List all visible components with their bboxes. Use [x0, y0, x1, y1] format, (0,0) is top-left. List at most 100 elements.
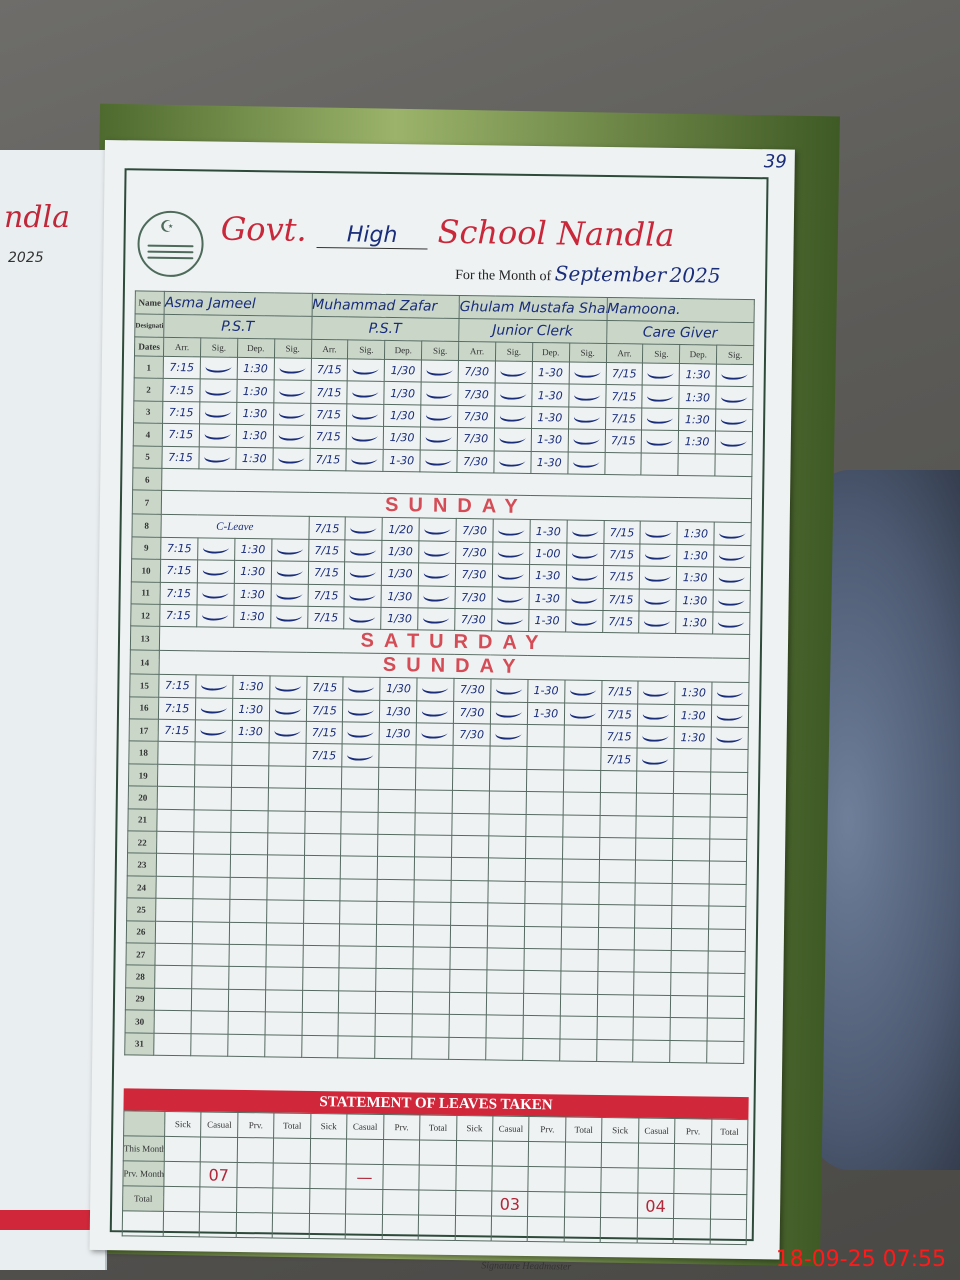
leave-column-header: Casual [346, 1113, 384, 1140]
column-header-dep: Dep. [679, 344, 717, 365]
leave-blank-cell [272, 1212, 310, 1239]
signature-scribble [272, 702, 303, 715]
signature-cell [193, 854, 231, 878]
leave-value: 07 [200, 1161, 238, 1188]
signature-cell [413, 946, 451, 970]
signature-scribble [345, 748, 377, 761]
signature-cell [339, 968, 377, 992]
time-cell [452, 745, 490, 769]
signature-scribble [495, 567, 527, 581]
time-cell: 7:15 [158, 696, 196, 720]
time-cell [449, 947, 488, 971]
signature-scribble [716, 570, 748, 584]
time-cell: 1/30 [381, 562, 419, 586]
signature-scribble [346, 680, 377, 694]
signature-cell [710, 771, 748, 795]
time-cell [599, 792, 637, 816]
leave-value [236, 1187, 274, 1213]
time-cell: 7/30 [453, 723, 491, 747]
time-cell: 1/30 [383, 426, 421, 450]
time-cell: 7/15 [601, 680, 639, 704]
signature-cell [560, 971, 598, 995]
column-header-sig: Sig. [421, 340, 459, 361]
time-cell: 1:30 [677, 521, 715, 545]
signature-cell [711, 704, 749, 728]
staff-name: Ghulam Mustafa Shahid [459, 295, 607, 321]
signature-cell [707, 995, 745, 1019]
leave-value [455, 1165, 493, 1192]
leave-row-label: Prv. Month [122, 1160, 165, 1187]
signature-cell [638, 681, 676, 705]
signature-scribble [719, 390, 750, 403]
signature-cell [420, 382, 459, 406]
leave-blank-cell [491, 1216, 528, 1242]
signature-cell [563, 769, 601, 793]
time-cell [524, 858, 563, 882]
leave-blank-cell [381, 1214, 419, 1240]
signature-cell [714, 453, 753, 477]
signature-cell [347, 381, 385, 405]
time-cell [228, 944, 266, 968]
time-cell: 7/15 [603, 520, 641, 544]
time-cell [229, 854, 268, 878]
leave-column-header: Prv. [674, 1118, 712, 1145]
signature-cell [416, 722, 454, 746]
time-cell: 7/15 [310, 403, 348, 427]
signature-cell [273, 402, 311, 426]
signature-cell [267, 832, 305, 856]
signature-cell [490, 679, 528, 703]
signature-cell [343, 677, 381, 701]
leave-value [673, 1193, 711, 1220]
signature-scribble [198, 678, 230, 692]
leave-value: 04 [637, 1193, 674, 1219]
signature-scribble [421, 611, 452, 624]
time-cell [154, 965, 192, 989]
leave-blank-cell [345, 1213, 383, 1240]
signature-cell [415, 790, 453, 814]
time-cell [673, 793, 711, 817]
month-label: For the Month of [455, 267, 552, 285]
time-cell [375, 991, 413, 1015]
leave-value [382, 1164, 420, 1190]
signature-scribble [349, 452, 381, 465]
signature-cell [710, 794, 748, 818]
signature-cell [706, 1040, 744, 1064]
time-cell [670, 995, 708, 1019]
time-cell [304, 788, 342, 812]
signature-scribble [497, 454, 528, 467]
signature-cell [273, 357, 311, 381]
leave-value [637, 1168, 675, 1194]
column-header-dep: Dep. [384, 340, 422, 360]
time-cell [598, 882, 636, 906]
leave-value [345, 1188, 383, 1215]
column-header-sig: Sig. [495, 341, 533, 362]
leave-row-label: Total [122, 1185, 164, 1212]
signature-cell [491, 586, 530, 610]
time-cell: 7/30 [455, 541, 493, 565]
signature-cell [709, 861, 747, 885]
signature-scribble [273, 609, 305, 622]
date-cell: 22 [127, 830, 157, 854]
signature-scribble [276, 428, 307, 442]
signature-scribble [203, 360, 234, 373]
signature-cell [492, 564, 530, 587]
year-value: 2025 [669, 262, 721, 288]
signature-cell [346, 426, 384, 449]
signature-cell [633, 1039, 671, 1063]
signature-cell [415, 745, 454, 769]
signature-scribble [567, 684, 599, 697]
signature-cell [561, 881, 599, 905]
time-cell [670, 972, 709, 996]
signature-cell [713, 589, 751, 613]
date-cell: 27 [125, 942, 156, 966]
time-cell: 7/15 [309, 425, 347, 449]
date-cell: 9 [131, 536, 161, 560]
time-cell: 1-30 [530, 451, 568, 474]
time-cell: 1:30 [231, 720, 270, 744]
signature-cell [265, 967, 303, 991]
leave-value [491, 1166, 529, 1192]
leave-blank-cell [454, 1215, 492, 1241]
date-cell: 12 [130, 603, 161, 627]
signature-cell [639, 610, 677, 634]
left-page-year: 2025 [8, 250, 44, 266]
